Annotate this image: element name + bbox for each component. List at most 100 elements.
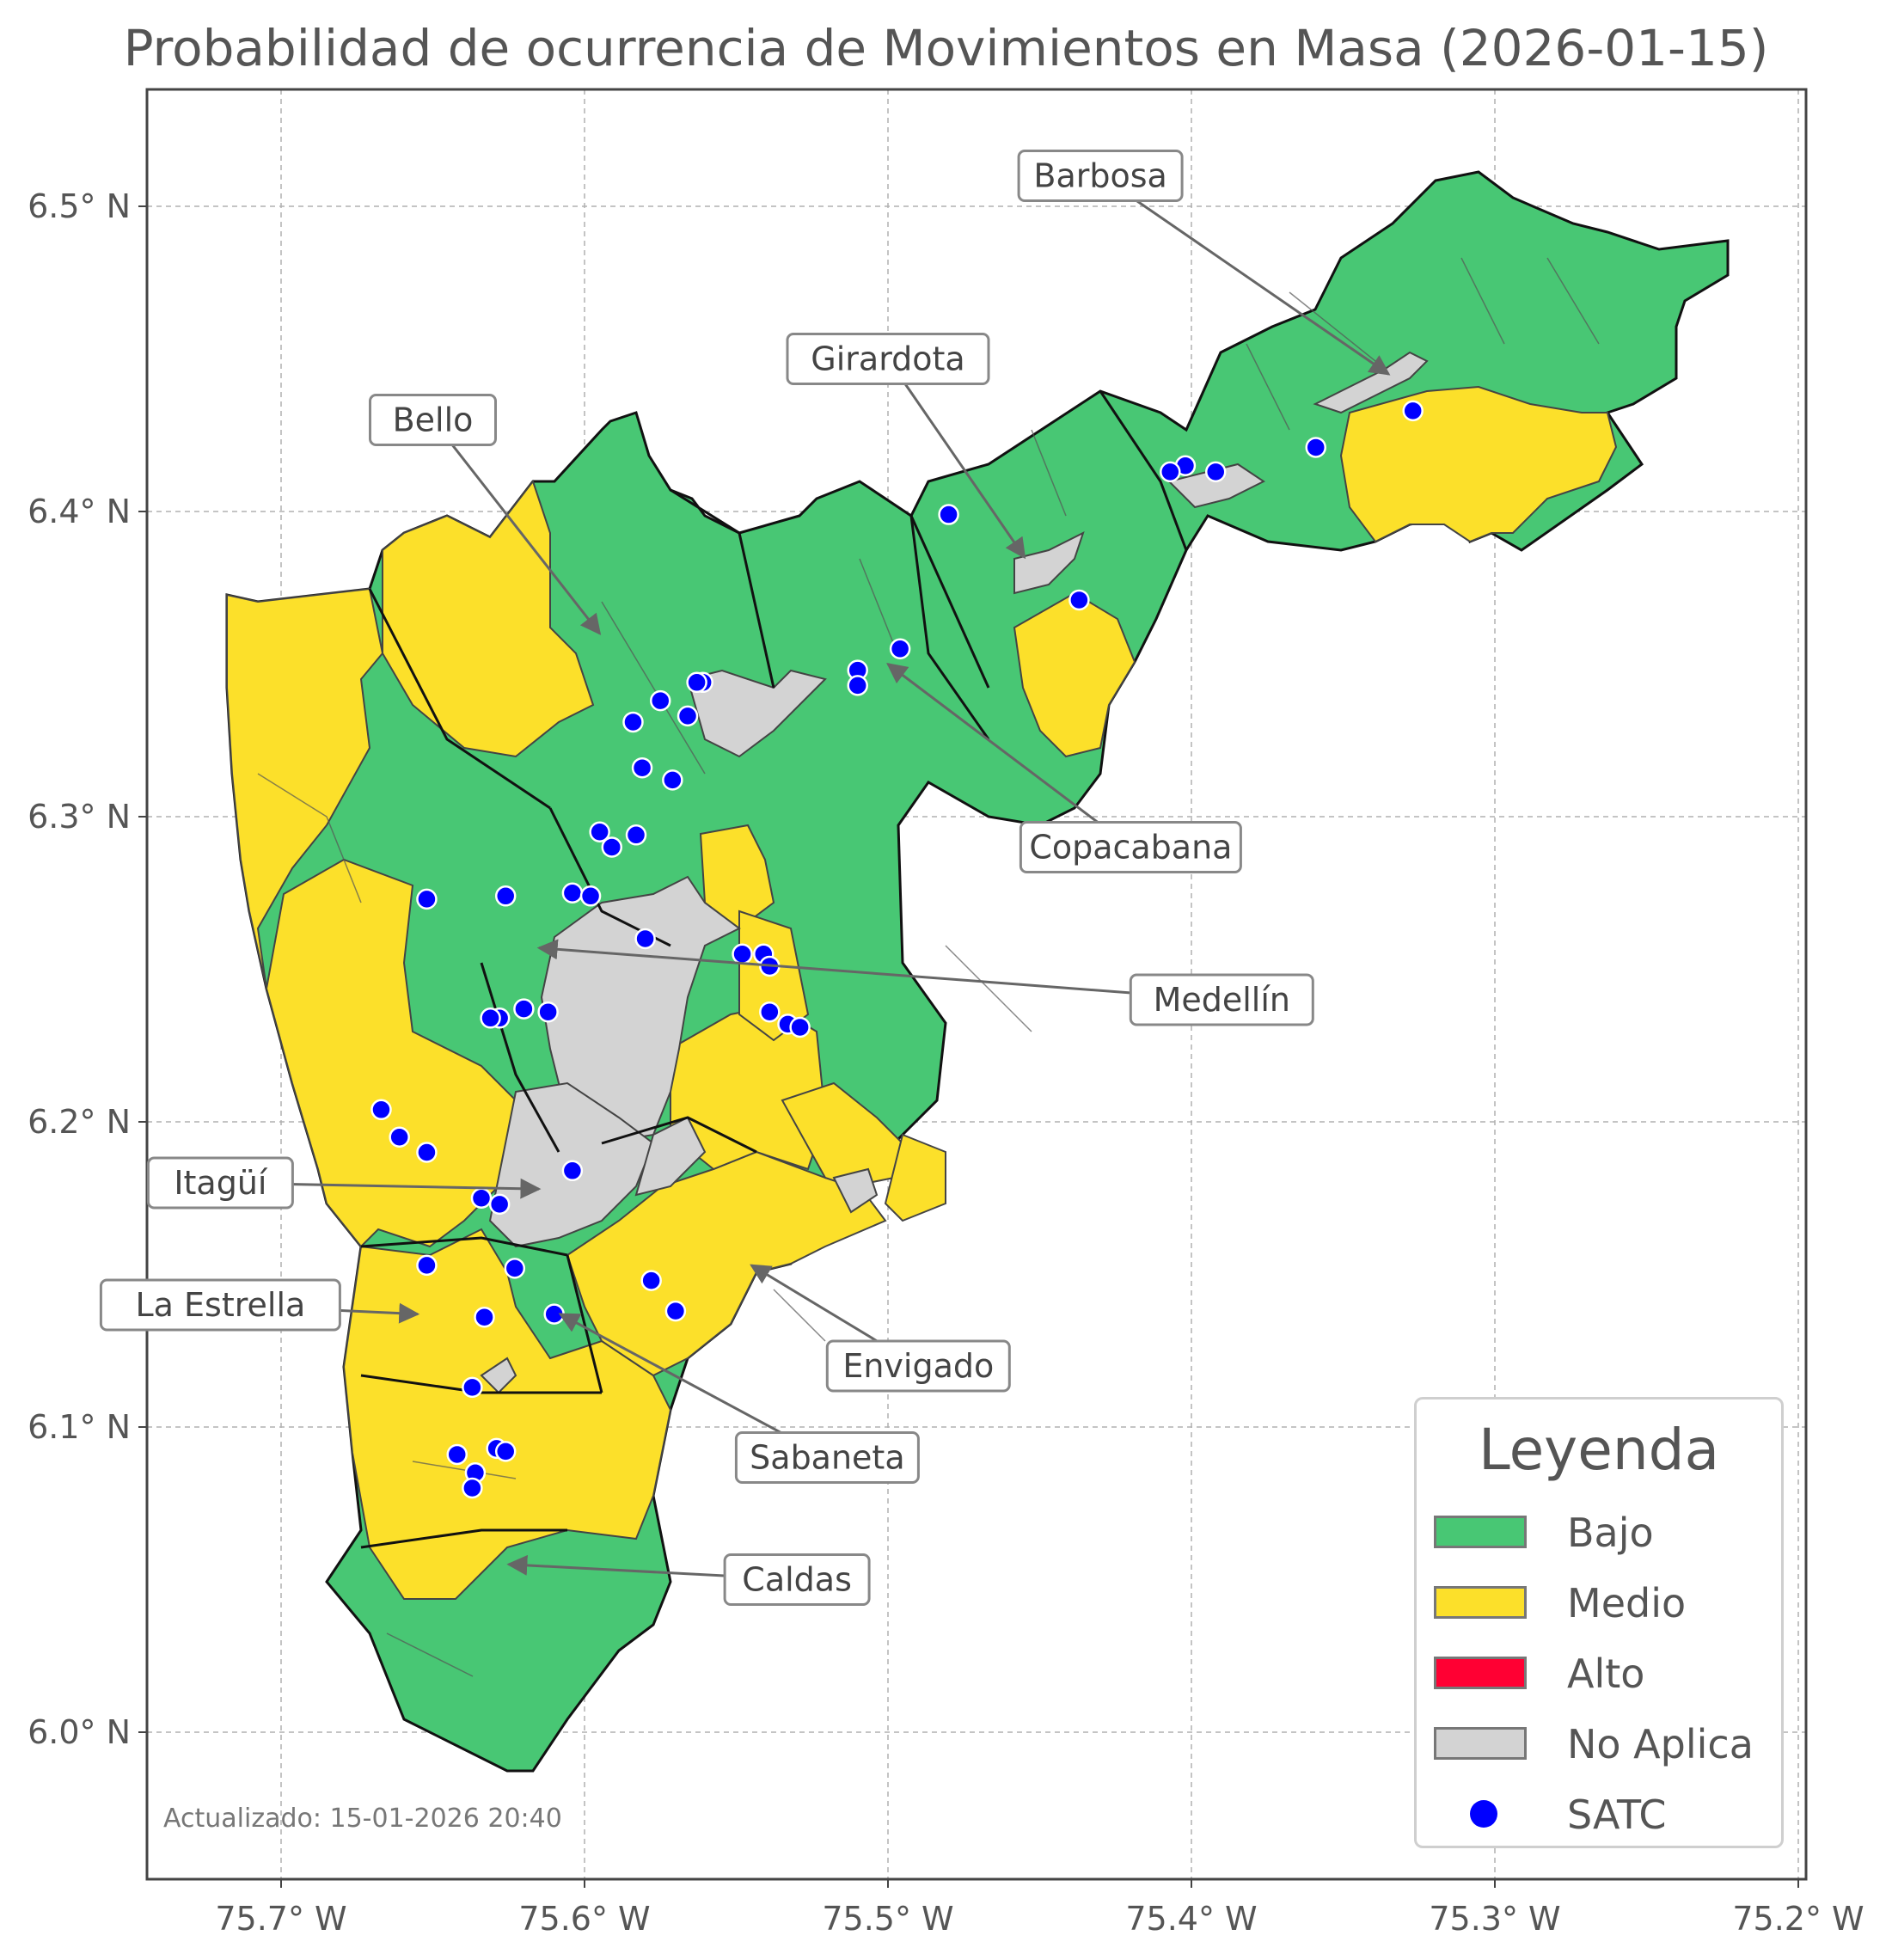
satc-station-marker[interactable] — [416, 888, 438, 910]
satc-stations-layer — [370, 400, 1424, 1499]
satc-station-marker[interactable] — [664, 1300, 687, 1322]
satc-station-marker[interactable] — [938, 504, 959, 525]
satc-station-marker[interactable] — [686, 671, 707, 694]
satc-station-marker[interactable] — [389, 1126, 410, 1148]
legend-item-satc: SATC — [1434, 1793, 1769, 1836]
municipality-label: Barbosa — [1033, 157, 1166, 195]
municipality-label: Girardota — [811, 340, 964, 378]
satc-station-marker[interactable] — [561, 1160, 584, 1182]
callout-box — [1019, 821, 1242, 873]
satc-station-marker[interactable] — [370, 1099, 392, 1121]
legend: Leyenda Bajo Medio Alto No Aplica SATC — [1414, 1397, 1784, 1848]
satc-station-marker[interactable] — [462, 1376, 483, 1399]
callout-box — [723, 1553, 871, 1606]
satc-station-marker[interactable] — [488, 1193, 511, 1216]
legend-item-medio: Medio — [1434, 1582, 1769, 1625]
region-no-aplica — [480, 351, 1429, 1394]
satc-station-marker[interactable] — [537, 1001, 559, 1023]
municipality-label: Bello — [393, 401, 474, 439]
legend-label-bajo: Bajo — [1567, 1510, 1654, 1556]
satc-station-marker[interactable] — [631, 756, 653, 779]
satc-station-marker[interactable] — [640, 1270, 662, 1291]
legend-item-alto: Alto — [1434, 1652, 1769, 1695]
satc-station-marker[interactable] — [416, 1142, 438, 1163]
legend-item-no-aplica: No Aplica — [1434, 1723, 1769, 1766]
satc-station-marker[interactable] — [732, 943, 753, 965]
municipality-label: Caldas — [742, 1561, 852, 1599]
x-tick-label: 75.4° W — [1125, 1900, 1257, 1938]
satc-station-marker[interactable] — [589, 821, 610, 842]
callout-arrow — [886, 663, 1132, 848]
municipality-label: La Estrella — [135, 1286, 305, 1324]
satc-station-marker[interactable] — [622, 711, 644, 733]
satc-station-marker[interactable] — [504, 1258, 526, 1279]
callout-arrow — [1099, 175, 1391, 376]
legend-title: Leyenda — [1478, 1417, 1720, 1483]
y-tick-label: 6.5° N — [28, 187, 131, 225]
satc-station-marker[interactable] — [446, 1443, 468, 1466]
satc-station-marker[interactable] — [677, 705, 699, 727]
satc-station-marker[interactable] — [601, 836, 623, 858]
satc-station-marker[interactable] — [1402, 400, 1424, 422]
callout-arrow — [886, 358, 1026, 560]
legend-dot-satc — [1470, 1800, 1497, 1828]
callout-box — [146, 1156, 294, 1210]
x-tick-label: 75.5° W — [822, 1900, 953, 1938]
x-tick-label: 75.2° W — [1732, 1900, 1864, 1938]
satc-station-marker[interactable] — [1204, 461, 1227, 483]
municipality-callouts: Barbosa Girardota Bello Copacabana Medellín I… — [99, 150, 1391, 1606]
callout-box — [786, 333, 990, 385]
satc-station-marker[interactable] — [1305, 437, 1326, 458]
plot-frame — [145, 88, 1808, 1881]
municipal-boundaries — [360, 390, 1188, 1549]
satc-station-marker[interactable] — [561, 882, 584, 903]
updated-timestamp: Actualizado: 15-01-2026 20:40 — [163, 1804, 562, 1834]
y-tick-label: 6.0° N — [28, 1713, 131, 1751]
legend-swatch-medio — [1434, 1586, 1527, 1619]
callout-box — [369, 394, 497, 446]
satc-station-marker[interactable] — [1068, 589, 1090, 611]
legend-swatch-bajo — [1434, 1516, 1527, 1548]
satc-station-marker[interactable] — [625, 824, 647, 846]
x-tick-label: 75.3° W — [1429, 1900, 1560, 1938]
satc-station-marker[interactable] — [662, 769, 683, 791]
satc-station-marker[interactable] — [579, 885, 602, 907]
legend-label-satc: SATC — [1567, 1792, 1667, 1838]
satc-station-marker[interactable] — [416, 1254, 438, 1277]
x-tick-label: 75.7° W — [215, 1900, 346, 1938]
region-medio — [226, 385, 1618, 1600]
municipality-label: Sabaneta — [750, 1439, 904, 1477]
satc-station-marker[interactable] — [480, 1008, 501, 1029]
satc-station-marker[interactable] — [474, 1306, 495, 1328]
callout-arrow — [536, 939, 1222, 1001]
municipality-label: Copacabana — [1029, 829, 1232, 867]
satc-station-marker[interactable] — [494, 885, 517, 907]
municipality-label: Itagüí — [174, 1164, 268, 1202]
satc-station-marker[interactable] — [462, 1477, 483, 1499]
callout-box — [1017, 150, 1184, 202]
satc-station-marker[interactable] — [513, 998, 535, 1020]
x-tick-label: 75.6° W — [518, 1900, 650, 1938]
satc-station-marker[interactable] — [650, 689, 671, 712]
municipality-label: Envigado — [842, 1347, 994, 1385]
vereda-lines — [257, 257, 1600, 1677]
map-title: Probabilidad de ocurrencia de Movimiento… — [123, 19, 1769, 77]
satc-station-marker[interactable] — [789, 1016, 811, 1038]
y-tick-label: 6.4° N — [28, 493, 131, 530]
y-tick-label: 6.3° N — [28, 798, 131, 836]
satc-station-marker[interactable] — [1160, 461, 1181, 483]
legend-label-medio: Medio — [1567, 1580, 1687, 1626]
satc-station-marker[interactable] — [847, 675, 868, 696]
callout-box — [99, 1278, 341, 1332]
legend-label-no-aplica: No Aplica — [1567, 1721, 1754, 1767]
satc-station-marker[interactable] — [889, 638, 911, 659]
satc-station-marker[interactable] — [634, 928, 656, 950]
satc-station-marker[interactable] — [759, 1001, 781, 1023]
callout-arrow — [432, 419, 602, 635]
callout-box — [825, 1339, 1011, 1393]
axis-ticks: 75.7° W 75.6° W 75.5° W 75.4° W 75.3° W 75.2°… — [28, 187, 1864, 1938]
y-tick-label: 6.2° N — [28, 1103, 131, 1141]
satc-station-marker[interactable] — [470, 1187, 493, 1209]
satc-station-marker[interactable] — [494, 1441, 517, 1462]
